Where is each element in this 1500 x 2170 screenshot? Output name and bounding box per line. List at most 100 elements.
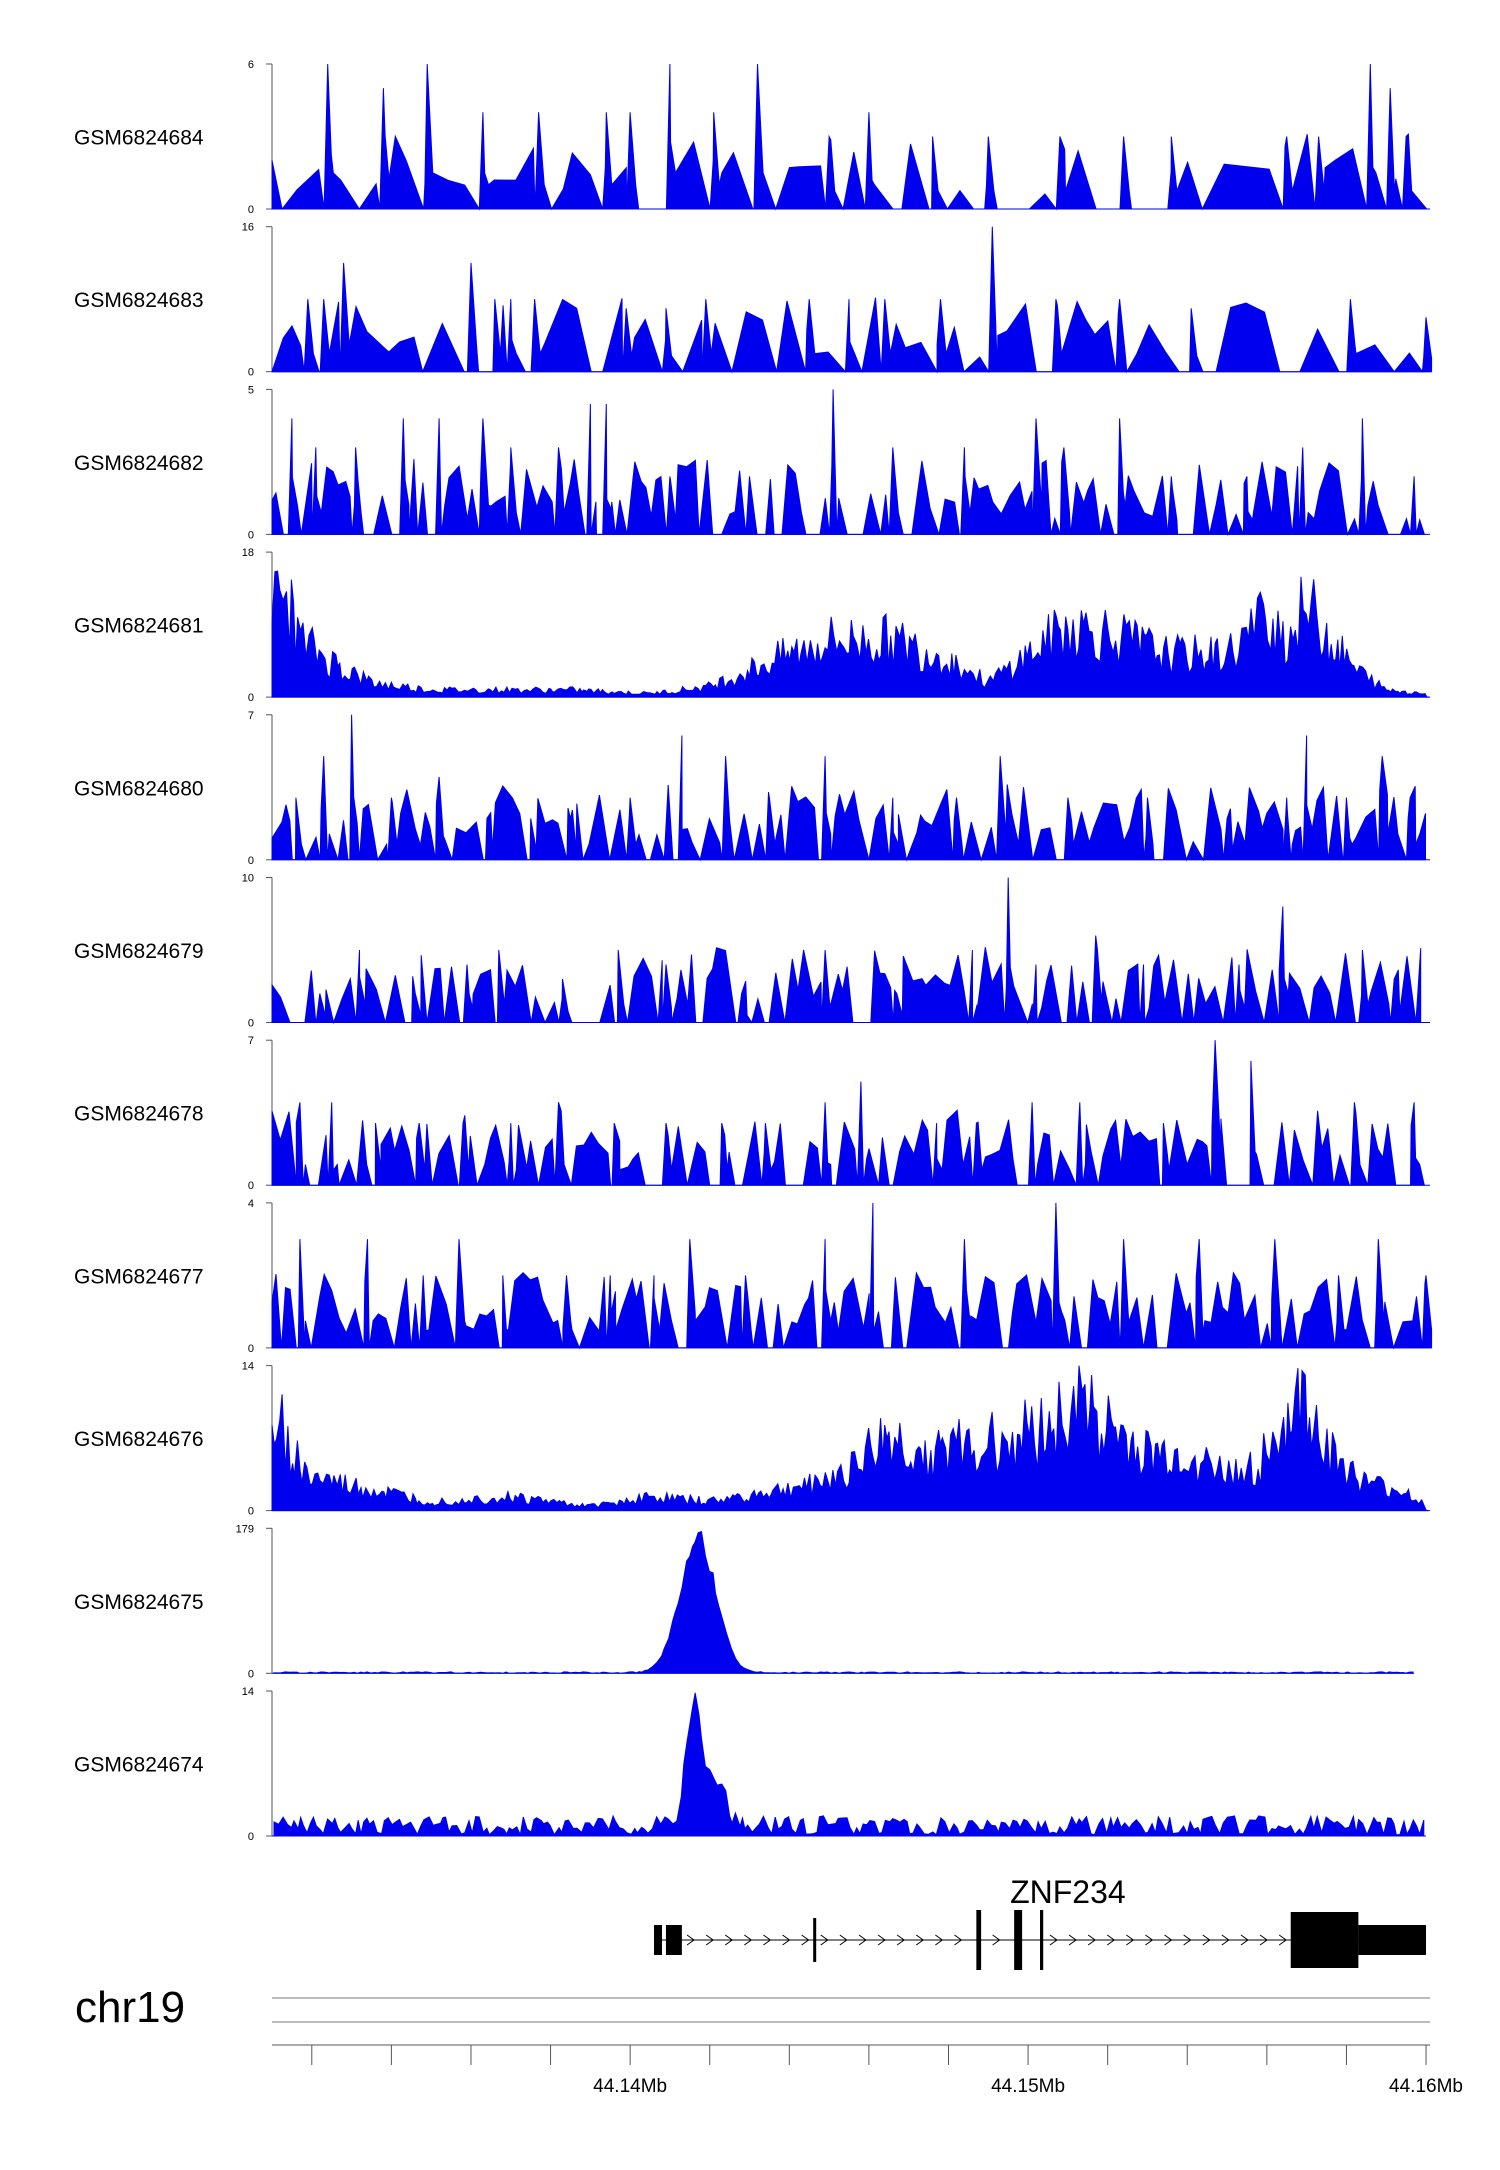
strand-chevron [1221,1934,1230,1946]
y-tick-label-min: 0 [248,529,254,541]
track-GSM6824681: GSM6824681 18 0 [74,547,1430,704]
y-tick-label-min: 0 [248,1668,254,1680]
strand-chevron [1240,1934,1249,1946]
coverage-area [271,1202,1433,1350]
coverage-area [271,63,1428,211]
y-tick-label-max: 7 [248,1035,254,1047]
y-tick-label-min: 0 [248,204,254,216]
y-tick-label-min: 0 [248,1831,254,1843]
y-tick-label-min: 0 [248,1018,254,1030]
coverage-area [271,1040,1425,1186]
coverage-tracks: GSM682468460GSM6824683160GSM682468250GSM… [74,59,1433,1843]
coverage-area [273,1530,1414,1674]
gene-exon [813,1918,817,1962]
track-label: GSM6824678 [74,1103,204,1126]
gene-exon [665,1925,682,1955]
y-tick-label-max: 5 [248,384,254,396]
strand-chevron [1278,1934,1288,1946]
gene-exon [1358,1925,1427,1955]
strand-chevron [915,1934,925,1946]
track-label: GSM6824677 [74,1265,204,1288]
track-GSM6824674: GSM6824674 14 0 [74,1686,1427,1843]
track-GSM6824684: GSM6824684 6 0 [74,59,1430,216]
y-tick-label-max: 14 [242,1361,254,1373]
strand-chevron [820,1934,829,1946]
track-GSM6824680: GSM6824680 7 0 [74,710,1430,867]
strand-chevron [1106,1934,1116,1946]
y-tick-label-max: 6 [248,59,254,71]
y-tick-label-min: 0 [248,1506,254,1518]
track-label: GSM6824679 [74,940,204,963]
y-tick-label-max: 10 [242,873,254,885]
coverage-area [271,226,1433,374]
strand-chevron [782,1934,791,1946]
strand-chevron [724,1934,734,1946]
track-label: GSM6824680 [74,777,204,800]
y-tick-label-max: 7 [248,710,254,722]
strand-chevron [896,1934,906,1946]
strand-chevron [1164,1934,1173,1946]
track-label: GSM6824684 [74,127,204,150]
strand-chevron [858,1934,867,1946]
gene-exon [1290,1912,1359,1968]
y-tick-label-min: 0 [248,367,254,379]
track-label: GSM6824683 [74,289,204,312]
strand-chevron [1145,1934,1154,1946]
gene-exon [1014,1910,1023,1970]
coverage-area [271,570,1430,698]
strand-chevron [954,1934,963,1946]
coverage-area [271,877,1422,1025]
track-label: GSM6824681 [74,615,204,638]
y-tick-label-max: 179 [236,1523,254,1535]
track-GSM6824675: GSM6824675 179 0 [74,1523,1415,1680]
track-GSM6824682: GSM6824682 5 0 [74,384,1430,541]
strand-chevron [686,1934,695,1946]
gene-track: ZNF234 [654,1874,1427,1970]
strand-chevron [877,1934,886,1946]
strand-chevron [839,1934,848,1946]
strand-chevron [763,1934,772,1946]
coverage-area [271,714,1426,862]
strand-chevron [705,1934,714,1946]
strand-chevron [1049,1934,1058,1946]
coverage-area [273,1692,1425,1837]
gene-label-znf234: ZNF234 [1010,1874,1126,1910]
strand-chevron [992,1934,1001,1946]
gene-exon [976,1910,982,1970]
gene-exon [1040,1910,1044,1970]
track-label: GSM6824674 [74,1754,204,1777]
y-tick-label-max: 16 [242,222,254,234]
y-tick-label-min: 0 [248,692,254,704]
track-GSM6824683: GSM6824683 16 0 [74,222,1433,379]
y-tick-label-min: 0 [248,855,254,867]
y-tick-label-min: 0 [248,1180,254,1192]
track-label: GSM6824682 [74,452,204,475]
strand-chevron [1087,1934,1097,1946]
track-GSM6824677: GSM6824677 4 0 [74,1198,1433,1355]
strand-chevron [1126,1934,1135,1946]
strand-chevron [801,1934,810,1946]
strand-chevron [1183,1934,1192,1946]
strand-chevron [1068,1934,1077,1946]
gene-exon [654,1925,662,1955]
track-GSM6824676: GSM6824676 14 0 [74,1361,1430,1518]
track-label: GSM6824676 [74,1428,204,1451]
track-GSM6824678: GSM6824678 7 0 [74,1035,1430,1192]
strand-chevron [1259,1934,1268,1946]
track-label: GSM6824675 [74,1591,204,1614]
genome-axis: chr19 44.14Mb 44.15Mb 44.16Mb [75,1983,1463,2097]
y-tick-label-min: 0 [248,1343,254,1355]
x-tick-label: 44.14Mb [593,2076,667,2097]
y-tick-label-max: 18 [242,547,254,559]
y-tick-label-max: 4 [248,1198,254,1210]
track-GSM6824679: GSM6824679 10 0 [74,873,1430,1030]
coverage-area [271,389,1426,537]
x-tick-label: 44.16Mb [1389,2076,1463,2097]
coverage-area [271,1365,1429,1512]
strand-chevron [935,1934,944,1946]
x-tick-label: 44.15Mb [991,2076,1065,2097]
chromosome-label: chr19 [75,1983,185,2032]
strand-chevron [1202,1934,1211,1946]
y-tick-label-max: 14 [242,1686,254,1698]
